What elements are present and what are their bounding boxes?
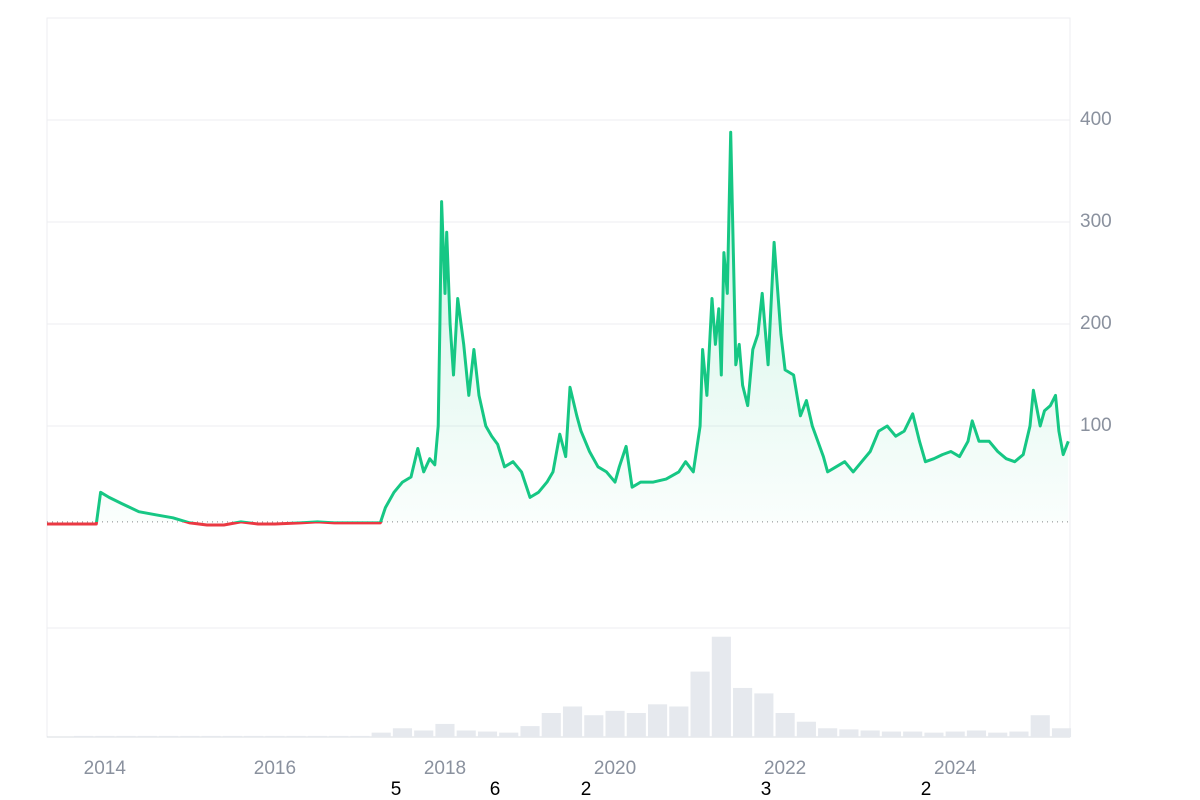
- volume-bar: [137, 735, 157, 737]
- volume-bar: [329, 735, 349, 737]
- volume-bar: [860, 730, 880, 737]
- volume-bar: [1051, 728, 1072, 737]
- volume-bar: [520, 726, 540, 737]
- volume-bar: [945, 731, 965, 737]
- volume-bar: [265, 735, 285, 737]
- volume-bar: [159, 735, 179, 737]
- y-tick-label: 200: [1080, 313, 1112, 334]
- volume-bar: [733, 687, 753, 737]
- x-tick-label: 2016: [254, 758, 296, 779]
- volume-bar: [690, 671, 710, 737]
- volume-bar: [456, 730, 476, 737]
- plot-frame: [46, 17, 1071, 738]
- volume-bar: [881, 731, 901, 737]
- volume-bar: [392, 728, 413, 737]
- volume-bar: [796, 721, 816, 737]
- x-tick-label: 2022: [764, 758, 806, 779]
- volume-bar: [924, 732, 944, 737]
- volume-bar: [605, 710, 625, 737]
- volume-bar: [754, 693, 774, 737]
- volume-bar: [499, 732, 519, 737]
- volume-bar: [711, 636, 731, 737]
- volume-bar: [584, 715, 604, 737]
- volume-bar: [286, 735, 306, 737]
- volume-bar: [541, 713, 561, 737]
- volume-bar: [626, 713, 646, 737]
- y-tick-label: 100: [1080, 415, 1112, 436]
- x-tick-label: 2018: [424, 758, 466, 779]
- y-tick-label: 300: [1080, 211, 1112, 232]
- volume-bar: [73, 735, 94, 737]
- volume-bar: [95, 735, 115, 737]
- volume-bar: [477, 731, 498, 737]
- volume-bar: [839, 729, 859, 737]
- volume-bar: [669, 706, 689, 737]
- footer-label: 3: [761, 779, 772, 800]
- volume-bar: [201, 735, 221, 737]
- x-tick-label: 2024: [934, 758, 977, 779]
- volume-bar: [903, 731, 923, 737]
- volume-bar: [116, 735, 136, 737]
- y-tick-label: 400: [1080, 109, 1112, 130]
- price-area: [47, 132, 1069, 525]
- volume-bar: [988, 732, 1008, 737]
- volume-bar: [648, 704, 668, 737]
- volume-bar: [222, 735, 242, 737]
- volume-bar: [307, 735, 327, 737]
- footer-label: 2: [921, 779, 932, 800]
- volume-bar: [414, 730, 434, 737]
- price-line: [47, 130, 1070, 527]
- volume-bar: [371, 732, 391, 737]
- footer-label: 5: [391, 779, 402, 800]
- volume-bar: [244, 735, 264, 737]
- volume-bar: [562, 706, 583, 737]
- x-tick-label: 2020: [594, 758, 636, 779]
- volume-bar: [435, 723, 455, 737]
- volume-bar: [966, 730, 987, 737]
- footer-label: 2: [581, 779, 592, 800]
- footer-label: 6: [490, 779, 501, 800]
- volume-bar: [1009, 731, 1029, 737]
- x-tick-label: 2014: [84, 758, 127, 779]
- volume-bar: [775, 713, 795, 737]
- volume-bar: [180, 735, 200, 737]
- volume-bar: [350, 735, 370, 737]
- volume-bar: [1030, 715, 1050, 737]
- volume-bar: [818, 728, 838, 737]
